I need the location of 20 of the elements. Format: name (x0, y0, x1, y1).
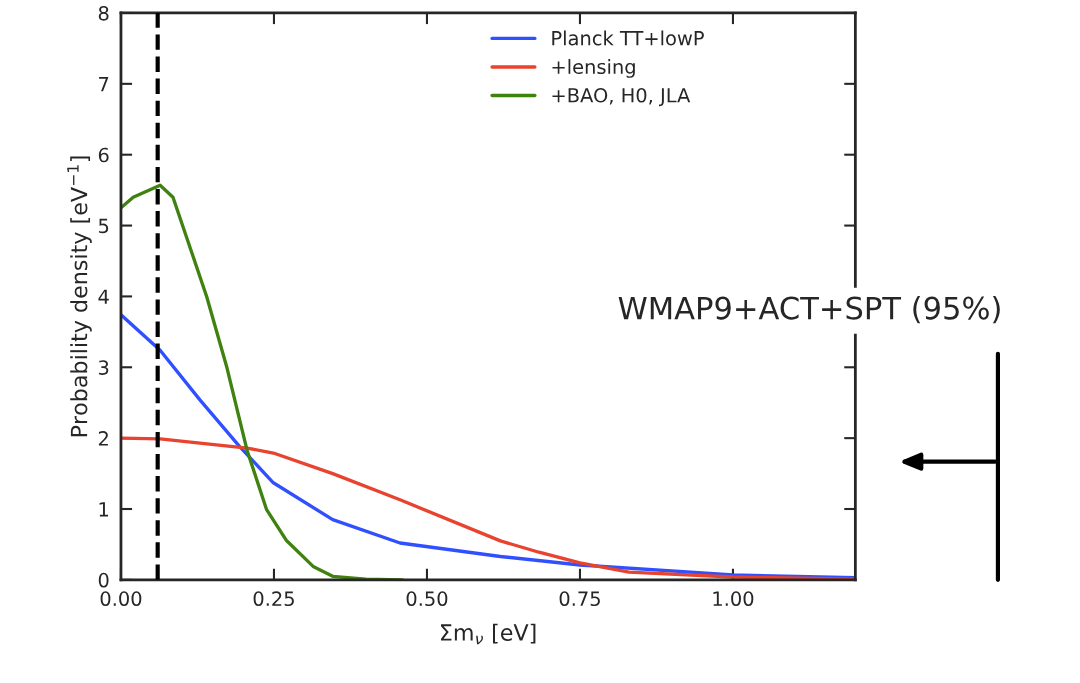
y-tick-label: 3 (98, 360, 109, 375)
y-tick-label: 1 (99, 502, 109, 517)
x-tick-label: 0.75 (559, 591, 600, 607)
x-axis-title: Σm$_{ν}$ [eV] (441, 623, 536, 645)
x-tick-label: 1.00 (713, 591, 754, 607)
y-tick-label: 8 (98, 5, 109, 21)
x-tick-label: 0.50 (406, 591, 448, 607)
y-tick-label: 0 (98, 572, 109, 588)
y-tick-label: 4 (98, 289, 109, 304)
x-tick-label: 0.25 (253, 591, 294, 607)
y-tick-label: 6 (98, 147, 109, 163)
y-tick-label: 5 (98, 218, 109, 234)
legend-label: +lensing (552, 59, 635, 78)
y-tick-label: 2 (98, 431, 108, 446)
y-tick-label: 7 (99, 77, 109, 92)
x-tick-label: 0.00 (100, 591, 142, 607)
legend-label: +BAO, H0, JLA (552, 87, 691, 107)
annotation: WMAP9+ACT+SPT (95%) (618, 296, 1000, 324)
legend-label: Planck TT+lowP (552, 30, 704, 46)
y-axis-title: Probability density [eV$^{−1}$] (67, 156, 92, 437)
